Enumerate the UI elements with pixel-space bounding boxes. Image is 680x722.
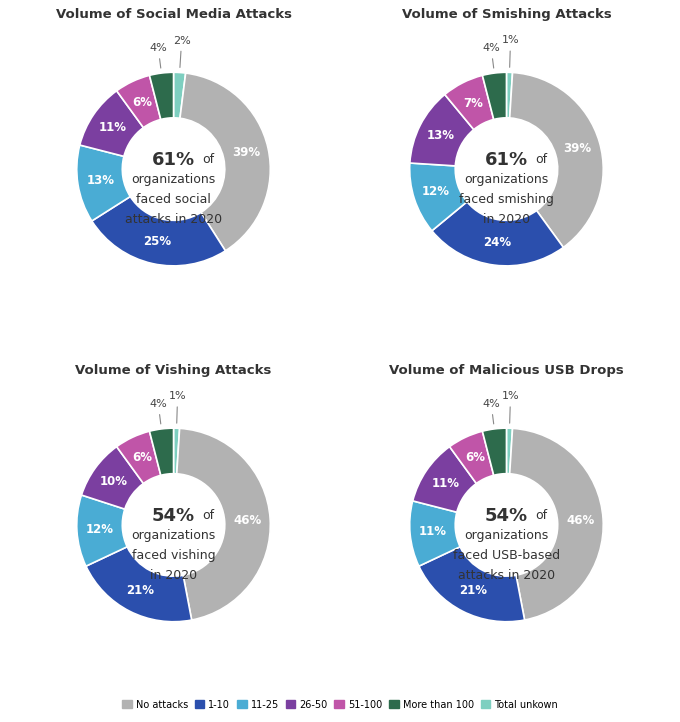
Wedge shape — [510, 72, 603, 248]
Text: 13%: 13% — [426, 129, 454, 142]
Wedge shape — [409, 163, 467, 231]
Text: 7%: 7% — [463, 97, 483, 110]
Wedge shape — [482, 72, 507, 119]
Text: faced social: faced social — [136, 193, 211, 206]
Wedge shape — [86, 547, 192, 622]
Text: in 2020: in 2020 — [483, 213, 530, 226]
Text: 12%: 12% — [422, 186, 450, 199]
Text: of: of — [535, 154, 547, 167]
Text: attacks in 2020: attacks in 2020 — [125, 213, 222, 226]
Wedge shape — [80, 91, 143, 157]
Text: faced vishing: faced vishing — [132, 549, 216, 562]
Text: faced USB-based: faced USB-based — [453, 549, 560, 562]
Text: 2%: 2% — [173, 35, 190, 67]
Wedge shape — [82, 447, 143, 509]
Text: of: of — [535, 509, 547, 522]
Text: 54%: 54% — [485, 507, 528, 525]
Wedge shape — [180, 73, 271, 251]
Text: 1%: 1% — [502, 35, 520, 67]
Wedge shape — [510, 428, 603, 620]
Title: Volume of Malicious USB Drops: Volume of Malicious USB Drops — [389, 365, 624, 378]
Wedge shape — [413, 447, 477, 512]
Wedge shape — [410, 95, 474, 166]
Text: 6%: 6% — [132, 95, 152, 108]
Text: organizations: organizations — [464, 173, 549, 186]
Wedge shape — [419, 547, 524, 622]
Wedge shape — [117, 431, 160, 484]
Text: organizations: organizations — [464, 529, 549, 542]
Text: 25%: 25% — [143, 235, 171, 248]
Wedge shape — [77, 145, 131, 221]
Text: 46%: 46% — [566, 514, 594, 527]
Text: 61%: 61% — [152, 151, 195, 169]
Wedge shape — [507, 72, 513, 118]
Title: Volume of Social Media Attacks: Volume of Social Media Attacks — [56, 9, 292, 22]
Text: 12%: 12% — [86, 523, 114, 536]
Text: 24%: 24% — [483, 236, 511, 249]
Wedge shape — [445, 75, 494, 130]
Wedge shape — [150, 428, 173, 475]
Text: 1%: 1% — [502, 391, 520, 423]
Text: 21%: 21% — [126, 584, 154, 597]
Wedge shape — [482, 428, 507, 475]
Text: faced smishing: faced smishing — [459, 193, 554, 206]
Title: Volume of Smishing Attacks: Volume of Smishing Attacks — [402, 9, 611, 22]
Wedge shape — [77, 495, 127, 566]
Wedge shape — [449, 431, 494, 484]
Text: of: of — [202, 509, 214, 522]
Wedge shape — [507, 428, 513, 474]
Legend: No attacks, 1-10, 11-25, 26-50, 51-100, More than 100, Total unkown: No attacks, 1-10, 11-25, 26-50, 51-100, … — [118, 696, 562, 713]
Text: organizations: organizations — [131, 529, 216, 542]
Text: 6%: 6% — [465, 451, 485, 464]
Text: 13%: 13% — [86, 174, 114, 187]
Wedge shape — [177, 428, 271, 620]
Wedge shape — [173, 72, 186, 118]
Text: in 2020: in 2020 — [150, 569, 197, 582]
Text: 4%: 4% — [150, 399, 167, 424]
Wedge shape — [173, 428, 180, 474]
Wedge shape — [432, 201, 563, 266]
Text: 10%: 10% — [100, 475, 128, 488]
Title: Volume of Vishing Attacks: Volume of Vishing Attacks — [75, 365, 272, 378]
Text: 11%: 11% — [99, 121, 126, 134]
Text: 39%: 39% — [232, 147, 260, 160]
Text: 61%: 61% — [485, 151, 528, 169]
Wedge shape — [409, 501, 460, 566]
Text: 6%: 6% — [132, 451, 152, 464]
Text: 11%: 11% — [431, 477, 459, 490]
Text: 4%: 4% — [482, 399, 500, 424]
Text: 11%: 11% — [419, 526, 447, 539]
Text: 39%: 39% — [564, 142, 592, 155]
Wedge shape — [92, 196, 225, 266]
Wedge shape — [150, 72, 173, 119]
Text: 46%: 46% — [233, 514, 262, 527]
Text: 21%: 21% — [459, 584, 487, 597]
Wedge shape — [117, 75, 160, 128]
Text: 4%: 4% — [482, 43, 500, 68]
Text: of: of — [202, 154, 214, 167]
Text: 4%: 4% — [150, 43, 167, 68]
Text: 54%: 54% — [152, 507, 195, 525]
Text: organizations: organizations — [131, 173, 216, 186]
Text: 1%: 1% — [169, 391, 186, 423]
Text: attacks in 2020: attacks in 2020 — [458, 569, 555, 582]
